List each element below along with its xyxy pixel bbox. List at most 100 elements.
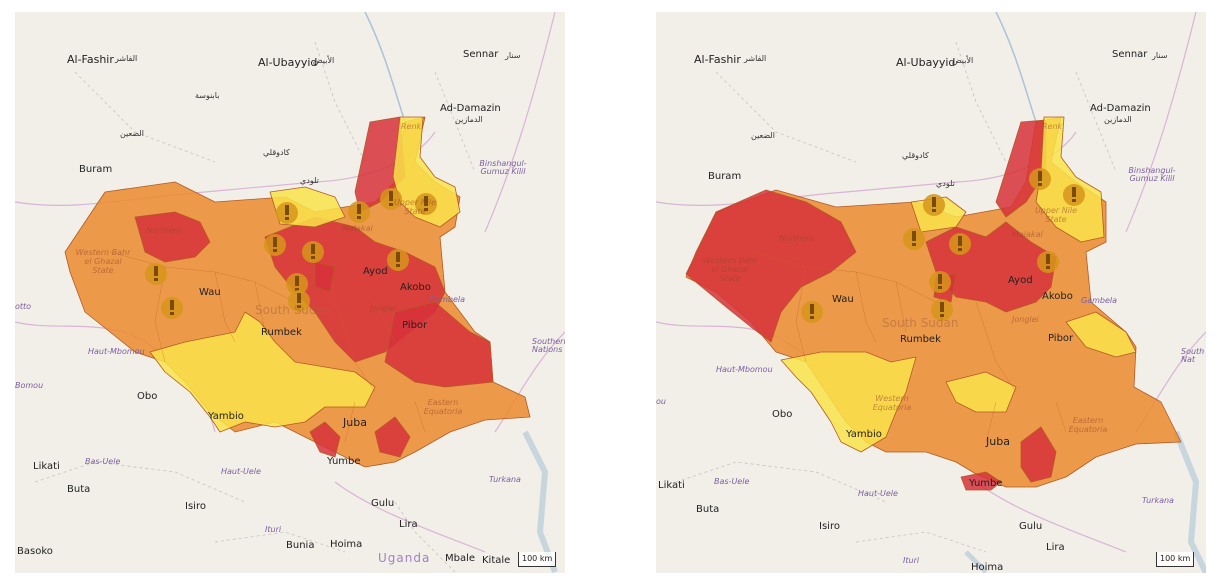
label-buta: Buta: [67, 484, 91, 495]
label-obo: Obo: [137, 391, 158, 402]
label-jonglei: Jonglei: [370, 304, 397, 313]
label-upper-nile: Upper Nile State: [393, 198, 437, 217]
label-gulu: Gulu: [1019, 521, 1043, 532]
label-sennar-ar: سنار: [505, 51, 521, 60]
lake-turkana: [522, 430, 558, 573]
label-renk: Renk: [1042, 122, 1063, 131]
label-ayod: Ayod: [363, 266, 388, 277]
label-ad-damazin: Ad-Damazin: [440, 103, 501, 114]
label-sennar: Sennar: [1112, 49, 1148, 60]
exclamation-circle-icon[interactable]: [931, 299, 953, 321]
label-south-sudan: South Sudan: [255, 303, 332, 317]
minor-roads: [675, 41, 1117, 553]
label-eastern-equatoria: Eastern Equatoria: [1068, 416, 1108, 435]
label-turkana: Turkana: [1142, 496, 1174, 505]
exclamation-circle-icon[interactable]: [929, 271, 951, 293]
label-juba: Juba: [986, 435, 1010, 448]
exclamation-circle-icon[interactable]: [286, 273, 308, 295]
exclamation-circle-icon[interactable]: [387, 249, 409, 271]
exclamation-circle-icon[interactable]: [145, 263, 167, 285]
label-buram: Buram: [79, 164, 113, 175]
label-edge-ou: ou: [656, 397, 666, 406]
label-juba: Juba: [343, 416, 367, 429]
exclamation-circle-icon[interactable]: [903, 228, 925, 250]
label-jonglei: Jonglei: [1012, 315, 1039, 324]
scale-bar: 100 km: [518, 552, 557, 567]
label-hoima: Hoima: [330, 539, 363, 550]
exclamation-circle-icon[interactable]: [302, 241, 324, 263]
label-ituri: Ituri: [265, 525, 282, 534]
label-lira: Lira: [1046, 542, 1065, 553]
label-gulu: Gulu: [371, 498, 395, 509]
label-edge-right: South Nat: [1181, 347, 1205, 364]
exclamation-circle-icon[interactable]: [1063, 184, 1085, 206]
exclamation-circle-icon[interactable]: [288, 290, 310, 312]
region-yellow-south: [780, 351, 917, 453]
right-map-canvas[interactable]: [656, 12, 1206, 573]
label-yambio: Yambio: [208, 411, 244, 422]
ipc-overlay: [685, 116, 1182, 491]
region-red-west: [685, 189, 857, 343]
county-lines: [109, 251, 426, 443]
label-renk: Renk: [401, 122, 422, 131]
exclamation-circle-icon[interactable]: [415, 193, 437, 215]
label-upper-nile: Upper Nile State: [1034, 206, 1078, 225]
minor-roads: [34, 41, 476, 573]
label-bas-uele: Bas-Uele: [85, 457, 121, 466]
label-haut-mbomou: Haut-Mbomou: [88, 347, 145, 356]
region-red-north: [134, 211, 211, 263]
label-al-fashir: Al-Fashir: [67, 53, 114, 66]
label-wau: Wau: [199, 287, 221, 298]
label-kadugli-ar: كادوقلي: [263, 148, 290, 157]
exclamation-circle-icon[interactable]: [264, 234, 286, 256]
label-kitale: Kitale: [482, 555, 511, 566]
exclamation-circle-icon[interactable]: [276, 202, 298, 224]
exclamation-circle-icon[interactable]: [1037, 251, 1059, 273]
label-akobo: Akobo: [400, 282, 431, 293]
label-western-bahr: Western Bahr el Ghazal State: [75, 248, 131, 276]
label-western-bahr: Western Bahr el Ghazal State: [702, 256, 758, 284]
label-ad-damazin-ar: الدمازين: [455, 115, 483, 124]
region-red-yumbe: [960, 471, 1002, 491]
label-edge-otto: otto: [15, 302, 32, 311]
label-hoima: Hoima: [971, 562, 1004, 573]
left-map-panel[interactable]: Al-Fashir الفاشر Al-Ubayyid الأبيض Senna…: [15, 12, 565, 573]
region-yellow-east: [1065, 311, 1137, 358]
label-el-daein-ar: الضعين: [751, 131, 775, 140]
exclamation-circle-icon[interactable]: [348, 201, 370, 223]
label-el-daein-ar: الضعين: [120, 129, 144, 138]
label-yambio: Yambio: [846, 429, 882, 440]
label-yumbe: Yumbe: [969, 478, 1003, 489]
exclamation-circle-icon[interactable]: [949, 233, 971, 255]
region-yellow-ne: [1035, 116, 1105, 243]
label-uganda: Uganda: [378, 551, 431, 565]
exclamation-circle-icon[interactable]: [380, 188, 402, 210]
label-lira: Lira: [399, 519, 418, 530]
lake-kyoga: [964, 550, 988, 573]
label-al-ubayyid-ar: الأبيض: [313, 56, 335, 65]
exclamation-circle-icon[interactable]: [161, 297, 183, 319]
label-edge-bomu: Bomou: [15, 381, 44, 390]
label-ayod: Ayod: [1008, 275, 1033, 286]
label-haut-uele: Haut-Uele: [221, 467, 261, 476]
label-haut-mbomou: Haut-Mbomou: [716, 365, 773, 374]
region-red-east: [384, 301, 494, 388]
region-yellow-south: [149, 311, 376, 433]
label-tullus-ar: تلودي: [300, 176, 319, 185]
label-ituri: Ituri: [903, 556, 920, 565]
exclamation-circle-icon[interactable]: [801, 301, 823, 323]
label-likati: Likati: [658, 480, 685, 491]
left-map-canvas[interactable]: [15, 12, 565, 573]
region-red-juba: [1020, 426, 1057, 483]
label-sennar: Sennar: [463, 49, 499, 60]
exclamation-circle-icon[interactable]: [1029, 168, 1051, 190]
label-gambela: Gambela: [429, 295, 466, 304]
label-al-fashir-ar: الفاشر: [744, 54, 767, 63]
right-map-panel[interactable]: Al-Fashir الفاشر Al-Ubayyid الأبيض Senna…: [656, 12, 1206, 573]
label-al-fashir-ar: الفاشر: [115, 54, 138, 63]
label-mbale: Mbale: [445, 553, 476, 564]
exclamation-circle-icon[interactable]: [923, 194, 945, 216]
label-sennar-ar: سنار: [1152, 51, 1168, 60]
label-wau: Wau: [832, 294, 854, 305]
label-isiro: Isiro: [819, 521, 840, 532]
